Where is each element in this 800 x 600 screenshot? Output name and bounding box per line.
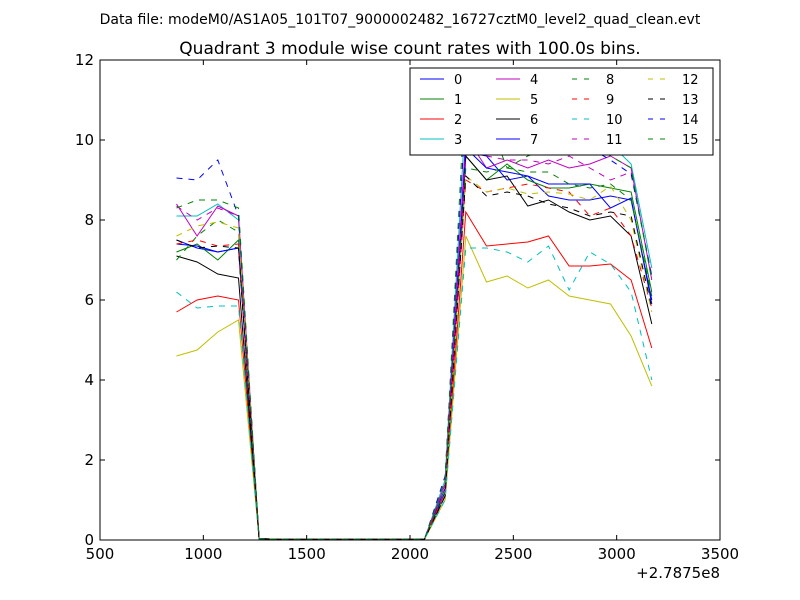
y-tick-label: 0 — [84, 531, 94, 549]
x-tick-label: 2000 — [391, 545, 429, 563]
x-tick-label: 1500 — [288, 545, 326, 563]
series-line-14 — [176, 105, 653, 540]
y-tick-label: 12 — [75, 51, 94, 69]
chart-title: Quadrant 3 module wise count rates with … — [179, 39, 640, 59]
series-line-0 — [176, 151, 653, 540]
legend-label-5: 5 — [530, 93, 538, 108]
legend-label-1: 1 — [454, 93, 462, 108]
chart-suptitle: Data file: modeM0/AS1A05_101T07_90000024… — [100, 12, 701, 28]
y-tick-label: 4 — [84, 371, 94, 389]
x-axis-offset-label: +2.7875e8 — [636, 564, 720, 582]
legend-label-7: 7 — [530, 133, 538, 148]
legend-label-4: 4 — [530, 73, 538, 88]
series-line-9 — [176, 179, 653, 540]
legend-label-9: 9 — [606, 93, 614, 108]
legend-label-13: 13 — [682, 93, 699, 108]
series-line-8 — [176, 167, 653, 540]
series-line-3 — [176, 103, 653, 540]
legend-label-8: 8 — [606, 73, 614, 88]
legend-label-3: 3 — [454, 133, 462, 148]
x-tick-label: 3500 — [701, 545, 739, 563]
y-tick-label: 10 — [75, 131, 94, 149]
y-tick-label: 6 — [84, 291, 94, 309]
y-tick-label: 2 — [84, 451, 94, 469]
legend-box — [409, 67, 714, 156]
series-line-6 — [176, 154, 653, 540]
series-line-5 — [176, 235, 653, 540]
legend-label-14: 14 — [682, 113, 699, 128]
series-line-4 — [176, 134, 653, 540]
legend-label-11: 11 — [606, 133, 623, 148]
legend-label-15: 15 — [682, 133, 699, 148]
x-tick-label: 500 — [86, 545, 115, 563]
x-tick-label: 2500 — [494, 545, 532, 563]
y-tick-label: 8 — [84, 211, 94, 229]
legend-label-0: 0 — [454, 73, 462, 88]
x-tick-label: 1000 — [184, 545, 222, 563]
series-line-7 — [176, 146, 653, 540]
legend-label-2: 2 — [454, 113, 462, 128]
legend-label-10: 10 — [606, 113, 623, 128]
series-line-1 — [176, 154, 653, 540]
x-tick-label: 3000 — [598, 545, 636, 563]
legend-label-12: 12 — [682, 73, 699, 88]
series-line-11 — [176, 151, 653, 540]
legend-label-6: 6 — [530, 113, 538, 128]
